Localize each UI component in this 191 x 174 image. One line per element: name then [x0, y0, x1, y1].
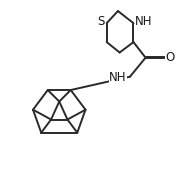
Text: O: O	[165, 51, 175, 64]
Text: S: S	[98, 15, 105, 28]
Text: NH: NH	[135, 15, 153, 28]
Text: NH: NH	[109, 71, 127, 84]
